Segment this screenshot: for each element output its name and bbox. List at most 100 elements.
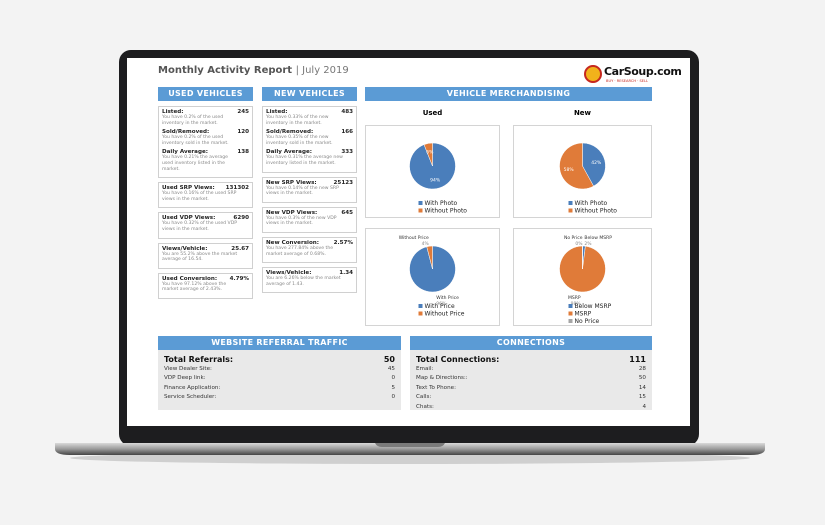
chart-box: 94% 6% With Photo Without Photo	[365, 125, 500, 218]
stat-item: Views/Vehicle: 25.67 You are 55.2% above t…	[162, 246, 249, 263]
pie-slice	[423, 142, 433, 167]
stat-item: Used VDP Views: 6290 You have 0.32% of the…	[162, 215, 249, 232]
row-label: VDP Deep link:	[164, 375, 206, 382]
stat-row: Sold/Removed: 166	[266, 129, 353, 135]
total-label: Total Connections:	[416, 355, 500, 364]
stat-card: Listed: 483 You have 0.33% of the new inve…	[262, 106, 357, 173]
row-label: Calls:	[416, 394, 432, 401]
column-title: Used	[422, 109, 443, 117]
table-row: Service Scheduler: 0	[164, 393, 395, 402]
stat-label: New VDP Views:	[266, 209, 318, 216]
section-header: NEW VEHICLES	[262, 87, 357, 101]
logo-tagline: BUY · RESEARCH · SELL	[606, 79, 649, 83]
callout-value: 2%	[584, 241, 592, 247]
stat-item: Used Conversion: 4.79% You have 97.12% abo…	[162, 276, 249, 293]
callout-value: 4%	[422, 241, 430, 247]
row-value: 45	[387, 366, 395, 372]
stat-item: Views/Vehicle: 1.34 You are 6.26% below th…	[266, 270, 353, 287]
chart-box: 42% 58% With Photo Without Photo	[513, 125, 652, 218]
legend-label: With Photo	[425, 200, 458, 207]
table-row: View Dealer Site: 45	[164, 365, 395, 374]
stat-note: You have 0.14% of the new SRP views in t…	[266, 185, 339, 197]
stat-label: Daily Average:	[162, 149, 208, 156]
stat-note: You have 0.16% of the used SRP views in …	[162, 191, 237, 202]
stat-label: Views/Vehicle:	[266, 270, 312, 277]
callout-name: No Price	[564, 235, 583, 241]
table-row: VDP Deep link: 0	[164, 374, 395, 383]
stat-label: Views/Vehicle:	[162, 245, 208, 252]
stat-row: Daily Average: 138	[162, 149, 249, 155]
stat-card: Views/Vehicle: 25.67 You are 55.2% above t…	[158, 242, 253, 269]
slice-label: 6%	[426, 149, 434, 155]
stat-row: Listed: 245	[162, 109, 249, 115]
legend-swatch	[418, 304, 423, 308]
legend-label: Without Photo	[575, 208, 618, 215]
connections-table: Total Connections: 111 Email: 28 Map & Direc…	[410, 350, 652, 410]
stat-label: New SRP Views:	[266, 179, 317, 186]
row-label: Chats:	[416, 403, 434, 410]
stat-label: Used VDP Views:	[162, 215, 216, 222]
report-title: Monthly Activity Report	[158, 65, 293, 76]
chart-box: Below MSRP 2% MSRP 98% No Price 0% Below MSRP M…	[513, 228, 652, 326]
report-title-line: Monthly Activity Report | July 2019	[158, 65, 349, 76]
stat-card: New Conversion: 2.57% You have 277.84% abo…	[262, 236, 357, 264]
stat-note: You have 0.33% of the new inventory in t…	[266, 115, 329, 126]
stat-item: Used SRP Views: 131302 You have 0.16% of t…	[162, 185, 249, 202]
stat-value: 4.79%	[229, 275, 249, 282]
callout-value: 0%	[575, 241, 583, 247]
section-header: USED VEHICLES	[158, 87, 253, 101]
stat-label: Listed:	[266, 109, 288, 115]
stat-value: 2.57%	[333, 239, 353, 246]
table-row: Calls: 15	[416, 393, 646, 402]
stat-value: 6290	[233, 215, 249, 222]
legend-label: With Photo	[575, 200, 608, 207]
stat-note: You have 0.32% of the used VDP views in …	[162, 221, 238, 232]
legend-swatch	[568, 311, 573, 316]
row-value: 5	[391, 384, 395, 391]
stat-value: 25123	[333, 179, 353, 186]
stat-row: Sold/Removed: 120	[162, 129, 249, 135]
stat-value: 645	[341, 209, 353, 216]
stat-note: You have 0.31% the average new inventory…	[266, 155, 343, 166]
stat-note: You have 97.12% above the market average…	[162, 281, 227, 293]
stat-value: 1.34	[339, 270, 353, 277]
legend-label: Below MSRP	[575, 303, 612, 310]
stat-row: Views/Vehicle: 25.67	[162, 246, 249, 252]
legend-label: MSRP	[575, 311, 592, 318]
total-value: 111	[629, 355, 646, 364]
legend-swatch	[568, 319, 573, 323]
row-label: Map & Directions::	[416, 375, 468, 382]
stat-note: You are 55.2% above the market average o…	[162, 251, 238, 263]
section-header: CONNECTIONS	[410, 336, 652, 350]
stat-label: Sold/Removed:	[162, 129, 210, 136]
stat-item: Sold/Removed: 166 You have 0.35% of the ne…	[266, 129, 353, 146]
total-label: Total Referrals:	[164, 355, 234, 364]
stat-note: You have 277.84% above the market averag…	[266, 245, 334, 257]
legend-swatch	[418, 311, 423, 316]
stat-value: 333	[341, 149, 353, 156]
stat-note: You have 0.35% of the new inventory sold…	[266, 135, 333, 146]
stat-card: Used Conversion: 4.79% You have 97.12% abo…	[158, 272, 253, 299]
legend-swatch	[568, 201, 573, 205]
stat-label: Listed:	[162, 109, 184, 115]
table-row: Email: 28	[416, 365, 646, 374]
legend-swatch	[418, 208, 423, 213]
stat-value: 131302	[225, 185, 249, 192]
laptop-notch	[375, 443, 445, 447]
row-label: Email:	[416, 366, 434, 372]
stat-label: Daily Average:	[266, 149, 312, 156]
callout-value: 96%	[436, 301, 447, 307]
row-label: Service Scheduler:	[164, 394, 217, 401]
stat-label: New Conversion:	[266, 239, 320, 246]
stat-card: New VDP Views: 645 You have 0.3% of the ne…	[262, 206, 357, 233]
row-value: 0	[391, 375, 395, 382]
stat-item: New VDP Views: 645 You have 0.3% of the ne…	[266, 210, 353, 227]
table-row: Text To Phone: 14	[416, 384, 646, 393]
legend-label: Without Photo	[425, 208, 468, 215]
row-value: 15	[638, 394, 646, 401]
total-row: Total Referrals: 50	[164, 354, 395, 365]
